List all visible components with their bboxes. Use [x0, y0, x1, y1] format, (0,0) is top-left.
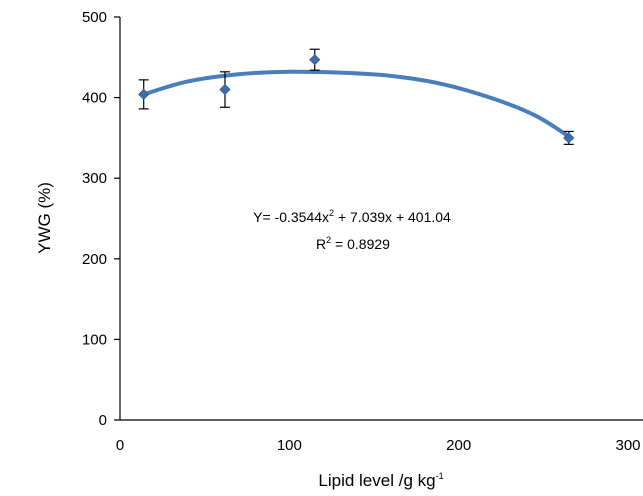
fit-curve: [141, 69, 571, 139]
y-axis-ticks: 0 100 200 300 400 500: [82, 9, 120, 429]
data-point: [309, 48, 321, 71]
x-tick-label: 300: [615, 437, 640, 454]
y-tick-label: 100: [82, 331, 107, 348]
diamond-marker: [309, 54, 321, 66]
fit-equation-suffix: + 7.039x + 401.04: [334, 209, 451, 225]
data-point: [138, 79, 150, 110]
r-squared-prefix: R: [316, 236, 326, 252]
x-tick-label: 200: [446, 437, 471, 454]
fit-equation-exponent: 2: [329, 208, 334, 218]
r-squared-suffix: = 0.8929: [331, 236, 390, 252]
y-tick-label: 300: [82, 170, 107, 187]
data-point: [219, 71, 231, 108]
diamond-marker: [219, 83, 231, 96]
x-tick-label: 100: [277, 437, 302, 454]
x-tick-label: 0: [116, 437, 124, 454]
diamond-marker: [138, 88, 150, 100]
y-tick-label: 500: [82, 9, 107, 26]
y-tick-label: 0: [99, 412, 107, 429]
fit-equation: Y= -0.3544x2 + 7.039x + 401.04: [253, 208, 451, 225]
y-tick-label: 400: [82, 90, 107, 107]
y-tick-label: 200: [82, 251, 107, 268]
data-point: [563, 130, 575, 145]
x-axis-ticks: 0 100 200 300: [116, 437, 641, 454]
x-axis-title: Lipid level /g kg-1: [318, 471, 443, 490]
data-points: [138, 48, 575, 145]
y-axis-title: YWG (%): [35, 182, 54, 254]
fit-r-squared: R2 = 0.8929: [316, 235, 390, 252]
x-axis-title-text: Lipid level /g kg: [318, 471, 435, 490]
x-axis-title-exponent: -1: [436, 471, 444, 481]
fit-equation-prefix: Y= -0.3544x: [253, 209, 329, 225]
diamond-marker: [563, 132, 575, 144]
r-squared-exponent: 2: [326, 235, 331, 245]
